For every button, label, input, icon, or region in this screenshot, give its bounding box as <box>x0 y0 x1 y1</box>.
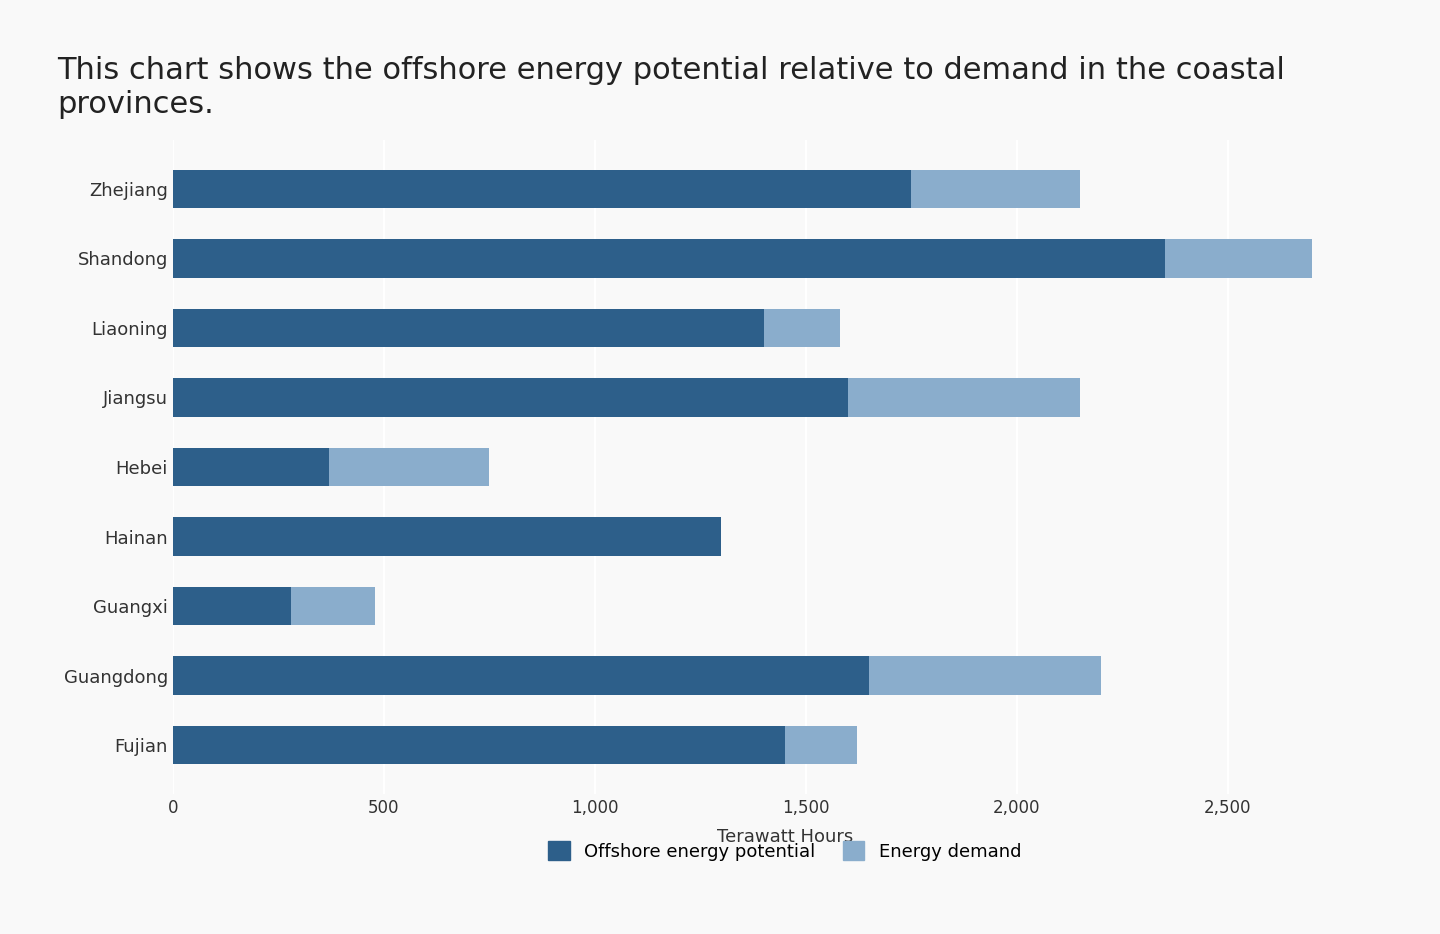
Bar <box>173 239 1312 277</box>
Bar <box>173 378 848 417</box>
Bar <box>173 309 840 347</box>
Legend: Offshore energy potential, Energy demand: Offshore energy potential, Energy demand <box>539 832 1031 870</box>
Bar <box>173 657 1102 695</box>
X-axis label: Terawatt Hours: Terawatt Hours <box>717 828 852 846</box>
Bar <box>173 170 912 208</box>
Bar <box>173 657 870 695</box>
Bar <box>173 378 1080 417</box>
Bar <box>173 309 763 347</box>
Bar <box>173 239 1165 277</box>
Bar <box>173 448 328 486</box>
Bar <box>173 587 376 625</box>
Bar <box>173 517 721 556</box>
Bar <box>173 170 1080 208</box>
Bar <box>173 587 291 625</box>
Bar <box>173 726 785 764</box>
Bar <box>173 448 490 486</box>
Bar <box>173 517 721 556</box>
Text: This chart shows the offshore energy potential relative to demand in the coastal: This chart shows the offshore energy pot… <box>58 56 1286 119</box>
Bar <box>173 726 857 764</box>
